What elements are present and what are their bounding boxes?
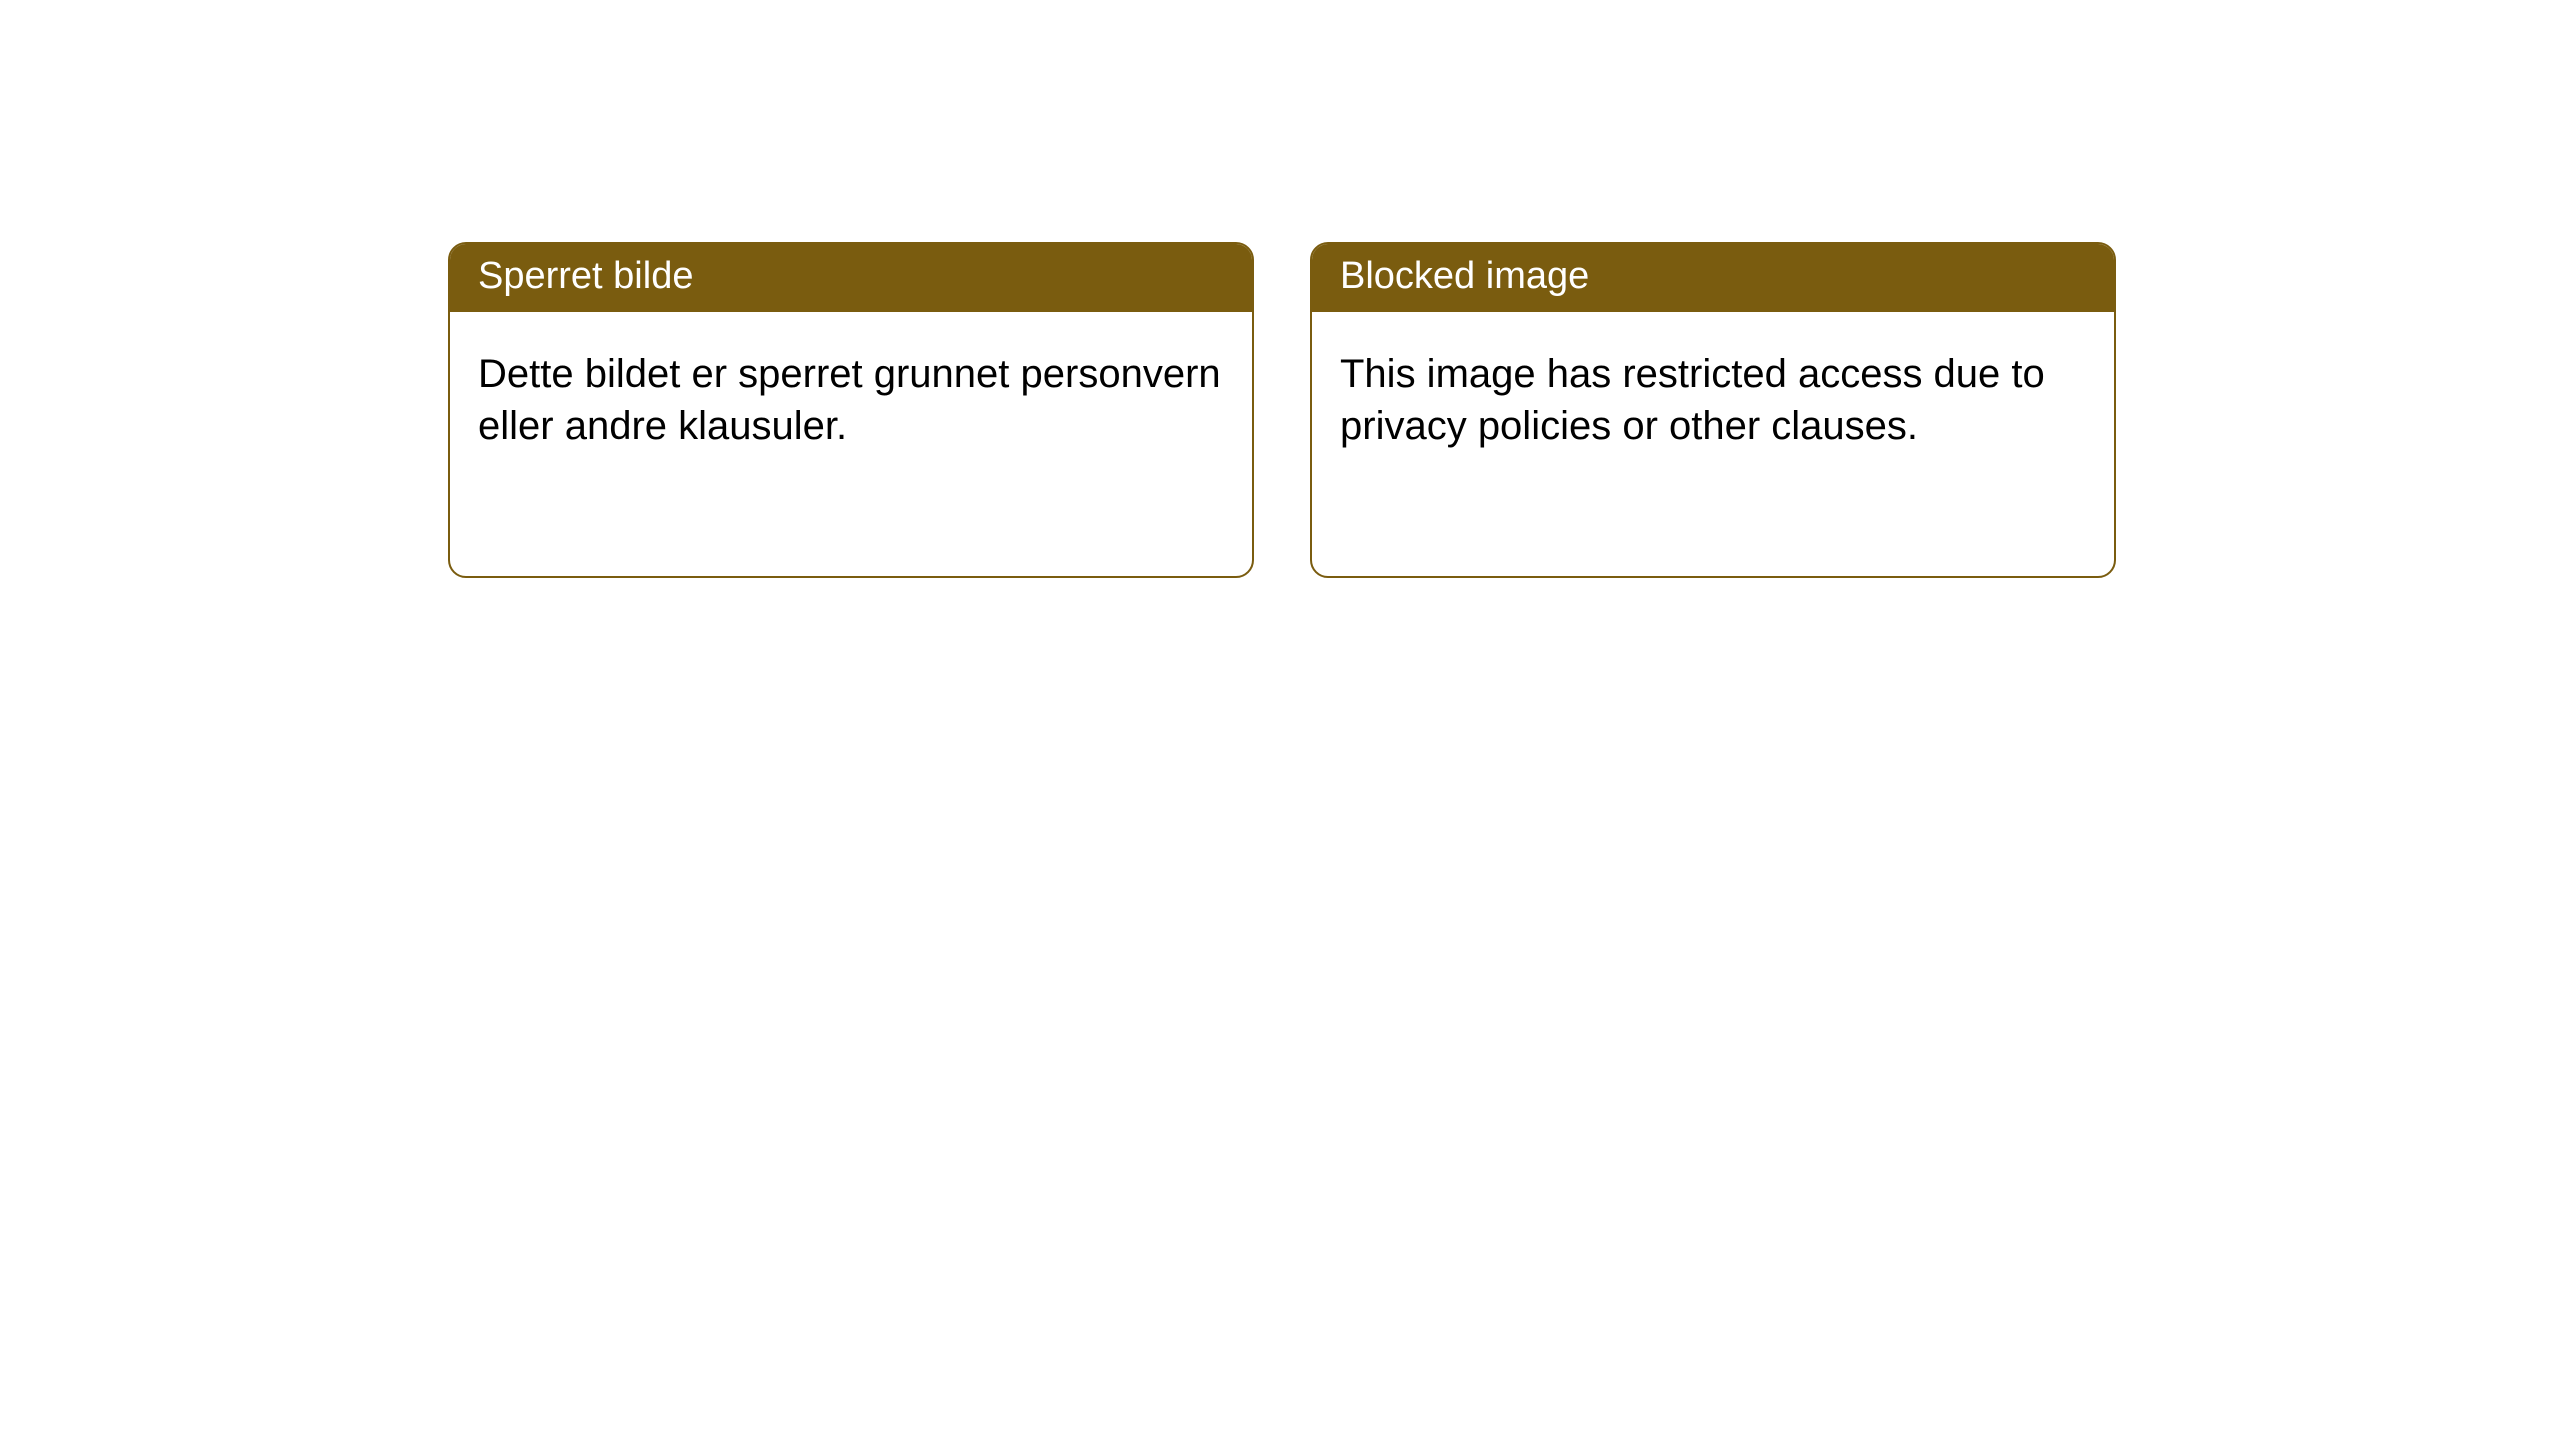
notice-card-english: Blocked image This image has restricted … (1310, 242, 2116, 578)
card-title: Blocked image (1340, 255, 1589, 297)
notice-cards-container: Sperret bilde Dette bildet er sperret gr… (0, 0, 2560, 578)
card-text: This image has restricted access due to … (1340, 352, 2045, 449)
card-body: This image has restricted access due to … (1312, 312, 2114, 490)
card-header: Sperret bilde (450, 244, 1252, 312)
card-body: Dette bildet er sperret grunnet personve… (450, 312, 1252, 490)
card-text: Dette bildet er sperret grunnet personve… (478, 352, 1221, 449)
card-header: Blocked image (1312, 244, 2114, 312)
card-title: Sperret bilde (478, 255, 693, 297)
notice-card-norwegian: Sperret bilde Dette bildet er sperret gr… (448, 242, 1254, 578)
